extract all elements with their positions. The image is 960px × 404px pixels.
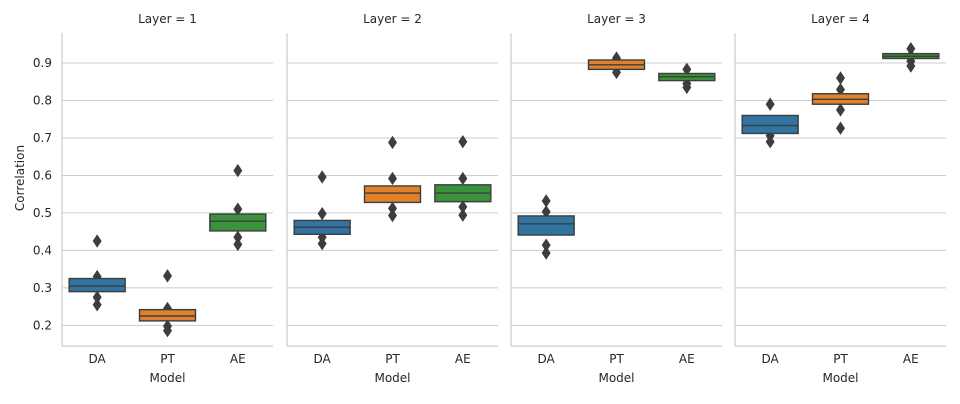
outlier-point [92, 234, 102, 248]
x-axis-label: Model [822, 371, 858, 385]
x-axis-label: Model [149, 371, 185, 385]
outlier-point [682, 80, 692, 95]
panel-title: Layer = 1 [138, 12, 197, 26]
y-tick-label: 0.2 [33, 318, 52, 332]
box [741, 114, 799, 135]
x-tick-label: DA [314, 352, 332, 366]
y-tick-label: 0.6 [33, 168, 52, 182]
outlier-point [388, 171, 397, 186]
y-tick-label: 0.7 [33, 131, 52, 145]
x-axis-label: Model [598, 371, 634, 385]
box [363, 185, 422, 204]
outlier-point [836, 71, 845, 85]
outlier-point [765, 97, 775, 111]
box [68, 277, 126, 293]
outlier-point [765, 134, 775, 149]
outlier-point [163, 269, 172, 283]
y-tick-label: 0.8 [33, 93, 52, 107]
y-tick-label: 0.9 [33, 56, 52, 70]
outlier-point [317, 170, 327, 184]
x-tick-label: AE [679, 352, 695, 366]
panel-title: Layer = 4 [811, 12, 870, 26]
box [138, 308, 197, 322]
outlier-point [233, 237, 243, 252]
y-axis-label: Correlation [13, 145, 27, 211]
y-tick-label: 0.4 [33, 243, 52, 257]
box [517, 215, 575, 236]
panel-title: Layer = 2 [363, 12, 422, 26]
outlier-point [458, 208, 468, 222]
box [209, 213, 267, 232]
outlier-point [163, 323, 172, 338]
outlier-point [388, 135, 397, 150]
outlier-point [541, 246, 551, 260]
outlier-point [388, 208, 397, 223]
x-tick-label: DA [538, 352, 556, 366]
x-tick-label: PT [609, 352, 624, 366]
x-tick-label: AE [230, 352, 246, 366]
x-tick-label: AE [903, 352, 919, 366]
y-tick-label: 0.3 [33, 281, 52, 295]
x-tick-label: AE [455, 352, 471, 366]
x-tick-label: PT [385, 352, 400, 366]
outlier-point [233, 163, 243, 178]
x-tick-label: PT [833, 352, 848, 366]
outlier-point [317, 236, 327, 251]
y-tick-label: 0.5 [33, 206, 52, 220]
outlier-point [458, 171, 468, 186]
x-tick-label: PT [160, 352, 175, 366]
x-tick-label: DA [89, 352, 107, 366]
outlier-point [906, 59, 916, 73]
outlier-point [317, 206, 327, 221]
panel-title: Layer = 3 [587, 12, 646, 26]
outlier-point [458, 134, 468, 149]
outlier-point [836, 103, 845, 117]
outlier-point [92, 298, 102, 312]
x-tick-label: DA [762, 352, 780, 366]
x-axis-label: Model [374, 371, 410, 385]
outlier-point [836, 121, 845, 135]
